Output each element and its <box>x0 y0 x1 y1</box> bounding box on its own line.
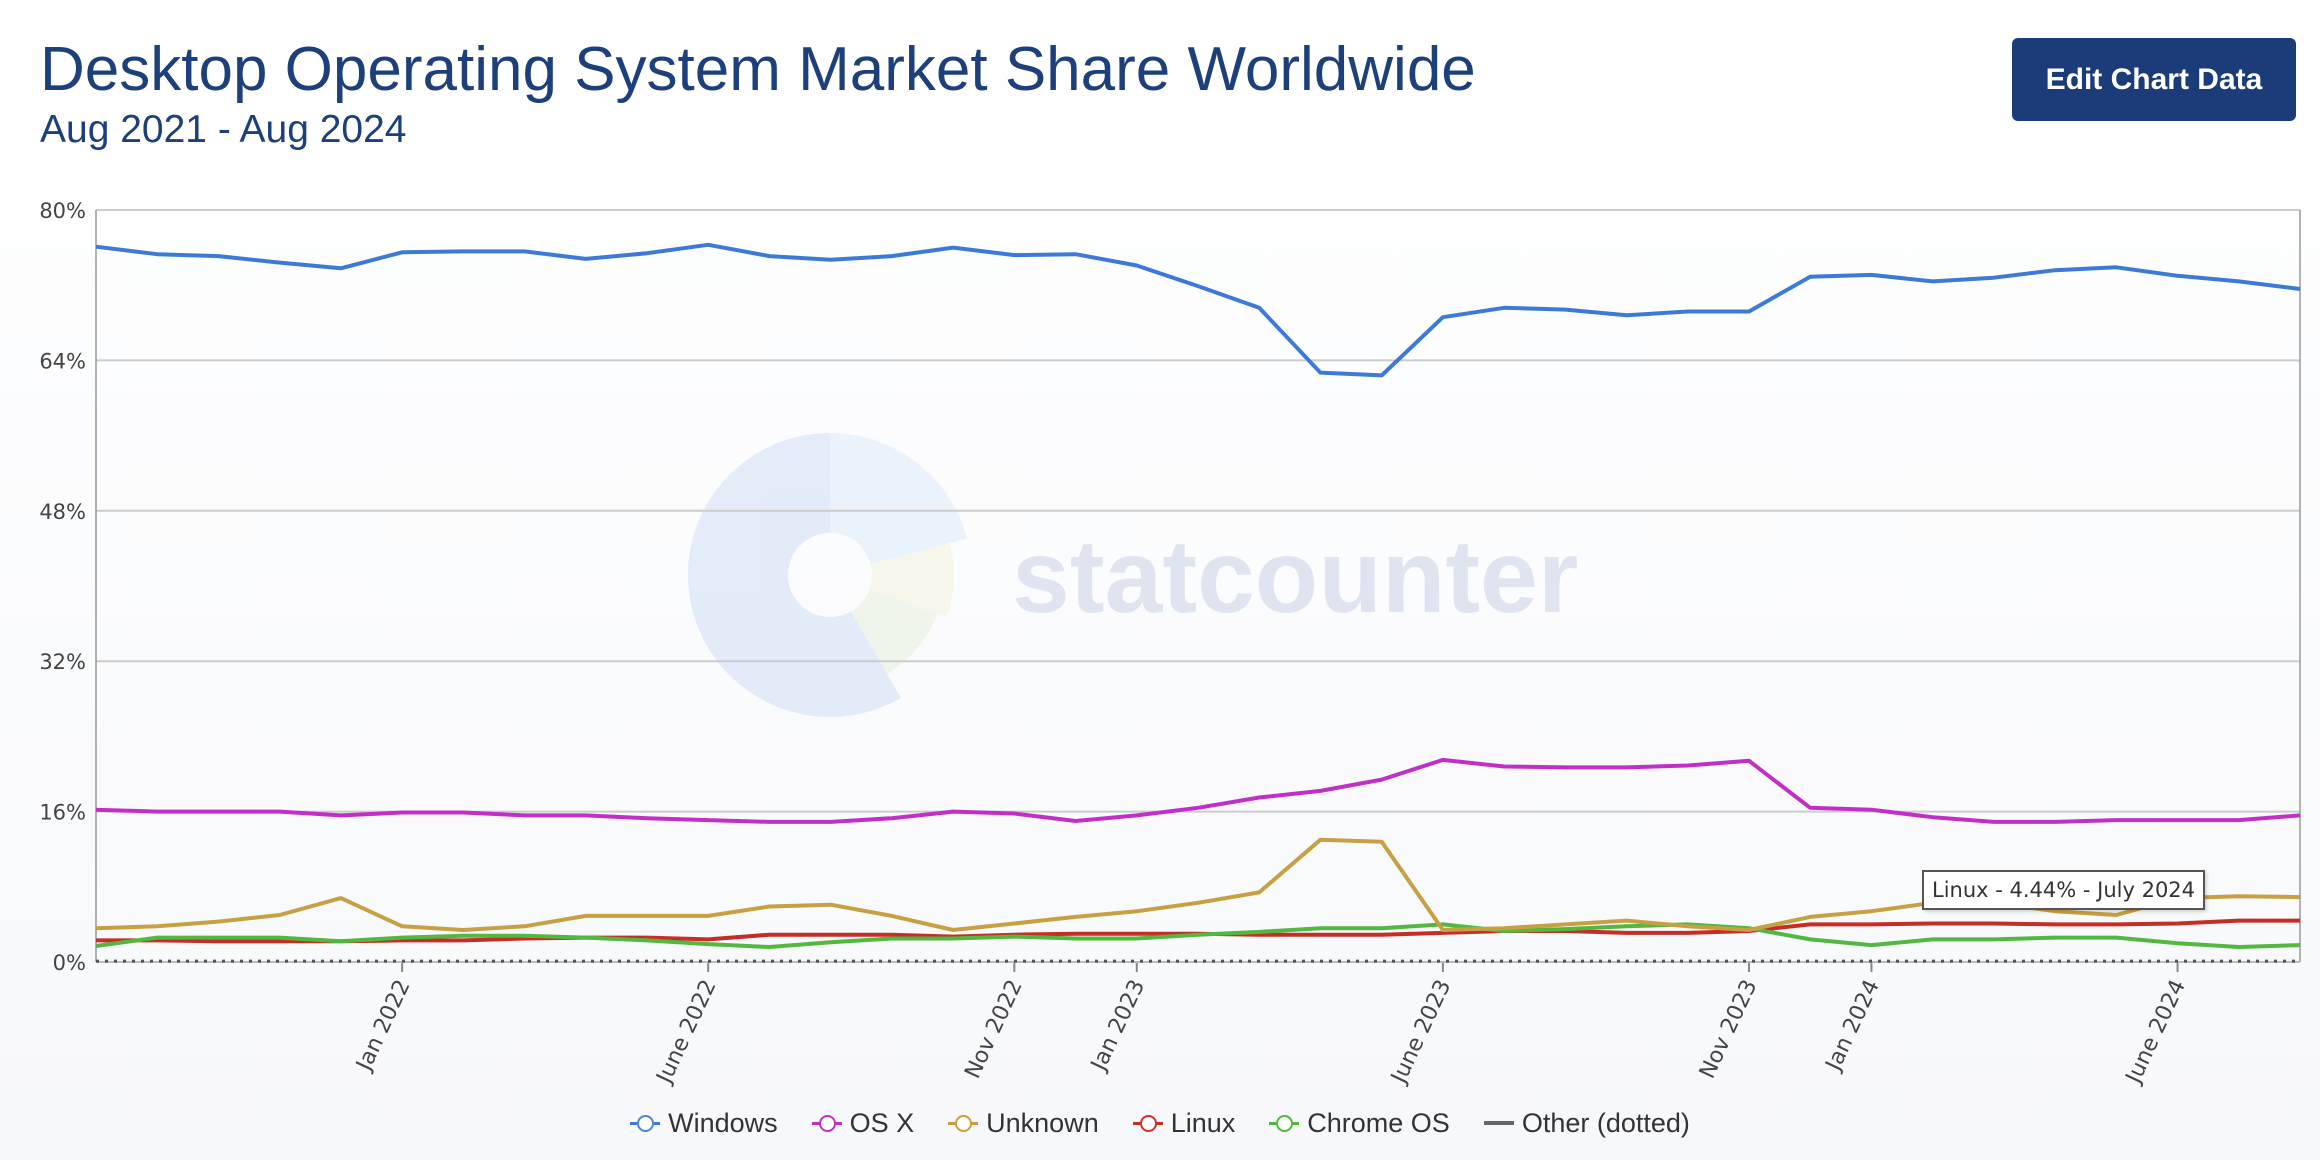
watermark-segment <box>851 589 938 674</box>
y-tick-label: 80% <box>39 199 86 223</box>
chart-legend: Windows OS X Unknown Linux Chrome OS Other (d… <box>0 1100 2320 1146</box>
legend-item-other-dotted[interactable]: Other (dotted) <box>1483 1107 1690 1139</box>
series-line-windows[interactable] <box>95 242 2301 378</box>
legend-item-os-x[interactable]: OS X <box>811 1107 915 1139</box>
x-tick-label: June 2023 <box>1386 976 1456 1089</box>
watermark-segment <box>830 433 968 565</box>
x-tick-label: Jan 2023 <box>1086 976 1150 1076</box>
x-tick-label: June 2024 <box>2121 976 2191 1089</box>
data-tooltip: Linux - 4.44% - July 2024 <box>1922 870 2206 910</box>
edit-chart-data-button[interactable]: Edit Chart Data <box>2012 38 2296 121</box>
legend-label: Unknown <box>986 1107 1099 1138</box>
line-chart: statcounter 0% 16% 32% 48% 64% 80% Jan 2022 Jun… <box>39 199 2301 1089</box>
watermark-text: statcounter <box>1012 519 1578 635</box>
legend-item-unknown[interactable]: Unknown <box>948 1108 1099 1139</box>
legend-marker-icon <box>948 1113 979 1133</box>
series-line-os-x[interactable] <box>95 757 2301 824</box>
legend-marker-icon <box>630 1113 661 1133</box>
x-tick-label: Nov 2022 <box>960 976 1027 1083</box>
legend-item-linux[interactable]: Linux <box>1132 1107 1236 1139</box>
x-tick-label: Jan 2022 <box>351 976 415 1076</box>
y-tick-label: 32% <box>39 650 86 674</box>
legend-label: Linux <box>1170 1107 1236 1138</box>
legend-marker-icon <box>1132 1113 1163 1133</box>
watermark-segment <box>688 433 901 717</box>
legend-label: OS X <box>849 1107 915 1138</box>
chart-subtitle: Aug 2021 - Aug 2024 <box>40 108 407 151</box>
legend-dot <box>955 1115 973 1132</box>
axes: 0% 16% 32% 48% 64% 80% Jan 2022 June 2022 Nov 20… <box>39 199 2300 1089</box>
legend-dot <box>637 1115 655 1132</box>
series-line-chrome-os[interactable] <box>95 922 2301 949</box>
x-tick-label: June 2022 <box>651 976 721 1089</box>
watermark-logo: statcounter <box>688 433 1578 717</box>
legend-line <box>1483 1121 1514 1125</box>
watermark-segment <box>869 542 954 618</box>
legend-marker-icon <box>811 1113 842 1133</box>
y-tick-label: 48% <box>39 500 86 524</box>
legend-marker-icon <box>1483 1113 1514 1133</box>
y-tick-label: 16% <box>39 801 86 825</box>
legend-dot <box>1139 1115 1157 1132</box>
legend-marker-icon <box>1269 1113 1300 1133</box>
legend-label: Other (dotted) <box>1521 1107 1690 1138</box>
chart-title: Desktop Operating System Market Share Wo… <box>40 35 1476 104</box>
x-tick-label: Nov 2023 <box>1695 976 1762 1083</box>
legend-item-windows[interactable]: Windows <box>630 1108 778 1139</box>
legend-label: Windows <box>668 1107 778 1138</box>
y-tick-label: 0% <box>53 951 86 975</box>
legend-dot <box>818 1115 836 1132</box>
legend-dot <box>1276 1115 1294 1132</box>
x-tick-label: Jan 2024 <box>1820 976 1884 1076</box>
legend-label: Chrome OS <box>1307 1107 1450 1138</box>
legend-item-chrome-os[interactable]: Chrome OS <box>1269 1108 1450 1139</box>
y-tick-label: 64% <box>39 349 86 373</box>
